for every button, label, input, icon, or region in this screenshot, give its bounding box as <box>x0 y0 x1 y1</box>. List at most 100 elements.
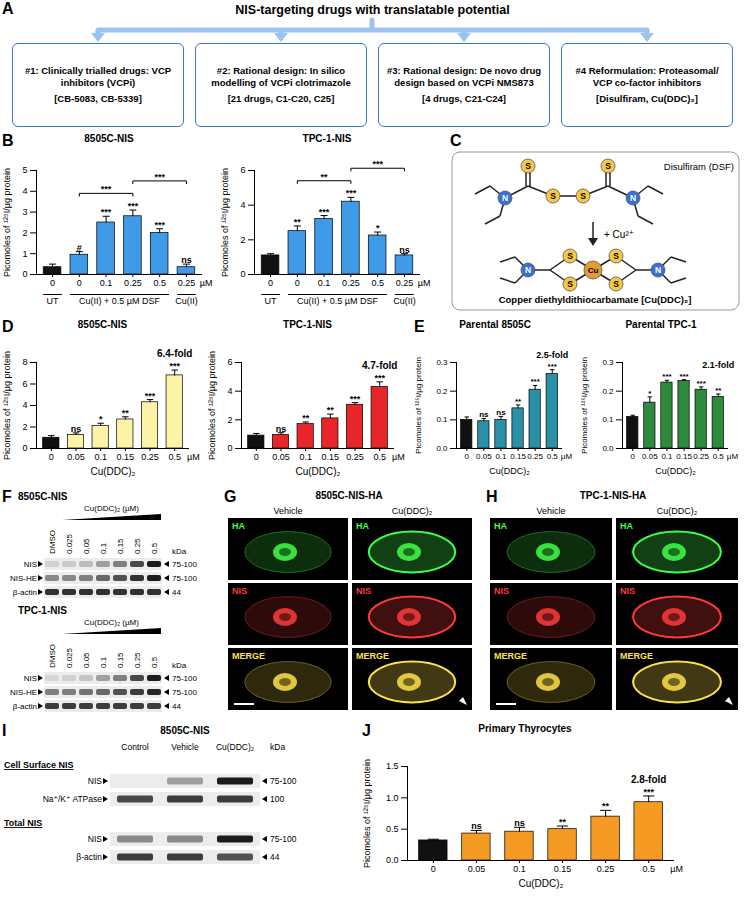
svg-text:Picomoles of ¹²⁵I/µg protein: Picomoles of ¹²⁵I/µg protein <box>207 351 217 460</box>
svg-text:0.15: 0.15 <box>116 652 125 668</box>
svg-text:0.25: 0.25 <box>178 278 196 288</box>
svg-text:0.0: 0.0 <box>602 444 614 453</box>
svg-text:0.25: 0.25 <box>527 452 543 461</box>
svg-text:µM: µM <box>727 452 739 461</box>
svg-text:75-100: 75-100 <box>172 574 197 583</box>
svg-text:0: 0 <box>631 452 636 461</box>
svg-text:2: 2 <box>22 422 27 432</box>
svg-text:2.1-fold: 2.1-fold <box>702 360 734 370</box>
svg-text:***: *** <box>548 362 558 371</box>
svg-text:#: # <box>77 243 82 253</box>
svg-text:Vehicle: Vehicle <box>171 742 199 752</box>
svg-text:0.25: 0.25 <box>346 452 364 462</box>
svg-text:Vehicle: Vehicle <box>273 506 302 516</box>
svg-text:NIS: NIS <box>88 776 103 786</box>
svg-text:0.1: 0.1 <box>99 656 108 668</box>
svg-text:µM: µM <box>392 452 405 462</box>
svg-text:S: S <box>605 161 611 171</box>
svg-text:Picomoles of ¹²⁵I/µg protein: Picomoles of ¹²⁵I/µg protein <box>2 351 12 460</box>
svg-text:Na⁺/K⁺ ATPase: Na⁺/K⁺ ATPase <box>43 794 103 804</box>
svg-text:4: 4 <box>22 186 27 196</box>
svg-text:ns: ns <box>471 821 482 831</box>
svg-text:ns: ns <box>514 818 525 828</box>
svg-text:µM: µM <box>670 864 683 874</box>
svg-text:0.05: 0.05 <box>82 652 91 668</box>
svg-text:0.05: 0.05 <box>272 452 290 462</box>
svg-text:*: * <box>648 389 652 398</box>
svg-text:0.15: 0.15 <box>117 452 135 462</box>
svg-text:0: 0 <box>22 269 27 279</box>
svg-text:0.1: 0.1 <box>94 452 107 462</box>
svg-text:N: N <box>655 265 661 275</box>
svg-text:2: 2 <box>22 228 27 238</box>
svg-text:0.15: 0.15 <box>554 864 572 874</box>
svg-text:0.5: 0.5 <box>371 278 384 288</box>
svg-text:2.5-fold: 2.5-fold <box>536 350 568 360</box>
svg-text:Cu(II) + 0.5 µM DSF: Cu(II) + 0.5 µM DSF <box>79 296 160 306</box>
svg-text:0.1: 0.1 <box>299 452 312 462</box>
svg-text:S: S <box>525 161 531 171</box>
svg-text:Total NIS: Total NIS <box>4 818 42 828</box>
svg-text:MERGE: MERGE <box>232 651 265 661</box>
svg-text:0: 0 <box>77 278 82 288</box>
svg-text:0: 0 <box>49 452 54 462</box>
svg-text:44: 44 <box>172 588 181 597</box>
svg-text:0.25: 0.25 <box>133 652 142 668</box>
svg-text:**: ** <box>321 172 329 182</box>
svg-text:***: *** <box>169 361 180 371</box>
svg-text:Cu(DDC)₂ (µM): Cu(DDC)₂ (µM) <box>84 504 139 513</box>
svg-text:N: N <box>525 265 531 275</box>
svg-text:0.2: 0.2 <box>602 387 614 396</box>
svg-text:β-actin: β-actin <box>13 588 37 597</box>
svg-text:0.025: 0.025 <box>65 533 74 554</box>
svg-text:0.5: 0.5 <box>373 452 386 462</box>
svg-text:NIS: NIS <box>232 586 247 596</box>
svg-text:Picomoles of ¹²⁵I/µg protein: Picomoles of ¹²⁵I/µg protein <box>2 168 12 277</box>
svg-text:***: *** <box>643 787 654 797</box>
svg-text:2: 2 <box>227 415 232 425</box>
svg-text:0.5: 0.5 <box>386 824 399 834</box>
svg-text:Cu(II): Cu(II) <box>175 296 198 306</box>
svg-text:1: 1 <box>22 249 27 259</box>
svg-text:µM: µM <box>200 278 213 288</box>
svg-text:*: * <box>99 414 103 424</box>
svg-text:Cu(DDC)₂: Cu(DDC)₂ <box>296 466 341 477</box>
svg-text:**: ** <box>327 405 335 415</box>
svg-text:0.05: 0.05 <box>67 452 85 462</box>
svg-text:ns: ns <box>399 245 410 255</box>
svg-text:0.25: 0.25 <box>396 278 414 288</box>
svg-text:Disulfiram (DSF): Disulfiram (DSF) <box>664 161 734 172</box>
svg-text:0.5: 0.5 <box>150 542 159 554</box>
svg-text:100: 100 <box>270 794 284 804</box>
svg-text:0.25: 0.25 <box>597 864 615 874</box>
svg-text:ns: ns <box>71 424 82 434</box>
svg-text:***: *** <box>145 391 156 401</box>
svg-text:Vehicle: Vehicle <box>536 506 565 516</box>
svg-text:75-100: 75-100 <box>270 834 297 844</box>
svg-text:0: 0 <box>50 278 55 288</box>
svg-text:0.0: 0.0 <box>436 444 448 453</box>
svg-text:NIS: NIS <box>494 586 509 596</box>
svg-text:S: S <box>613 251 619 261</box>
svg-text:**: ** <box>302 413 310 423</box>
svg-text:NIS: NIS <box>24 674 37 683</box>
svg-text:β-actin: β-actin <box>76 852 102 862</box>
svg-text:1.5: 1.5 <box>386 761 399 771</box>
svg-text:NIS: NIS <box>24 560 37 569</box>
svg-text:5: 5 <box>22 165 27 175</box>
svg-text:kDa: kDa <box>172 547 187 556</box>
svg-text:µM: µM <box>561 452 573 461</box>
svg-text:UT: UT <box>265 296 277 306</box>
svg-text:Cu(DDC)₂: Cu(DDC)₂ <box>657 506 698 516</box>
svg-text:Picomoles of ¹²⁵I/µg protein: Picomoles of ¹²⁵I/µg protein <box>362 759 372 868</box>
svg-text:0.5: 0.5 <box>713 452 725 461</box>
svg-text:HA: HA <box>232 521 245 531</box>
svg-text:0.5: 0.5 <box>642 864 655 874</box>
svg-text:0.15: 0.15 <box>322 452 340 462</box>
svg-text:Picomoles of ¹²⁵I/µg protein: Picomoles of ¹²⁵I/µg protein <box>580 357 589 454</box>
svg-text:ns: ns <box>181 255 192 265</box>
svg-text:0.3: 0.3 <box>602 358 614 367</box>
svg-text:0.25: 0.25 <box>141 452 159 462</box>
svg-text:***: *** <box>350 394 361 404</box>
svg-text:MERGE: MERGE <box>620 651 653 661</box>
